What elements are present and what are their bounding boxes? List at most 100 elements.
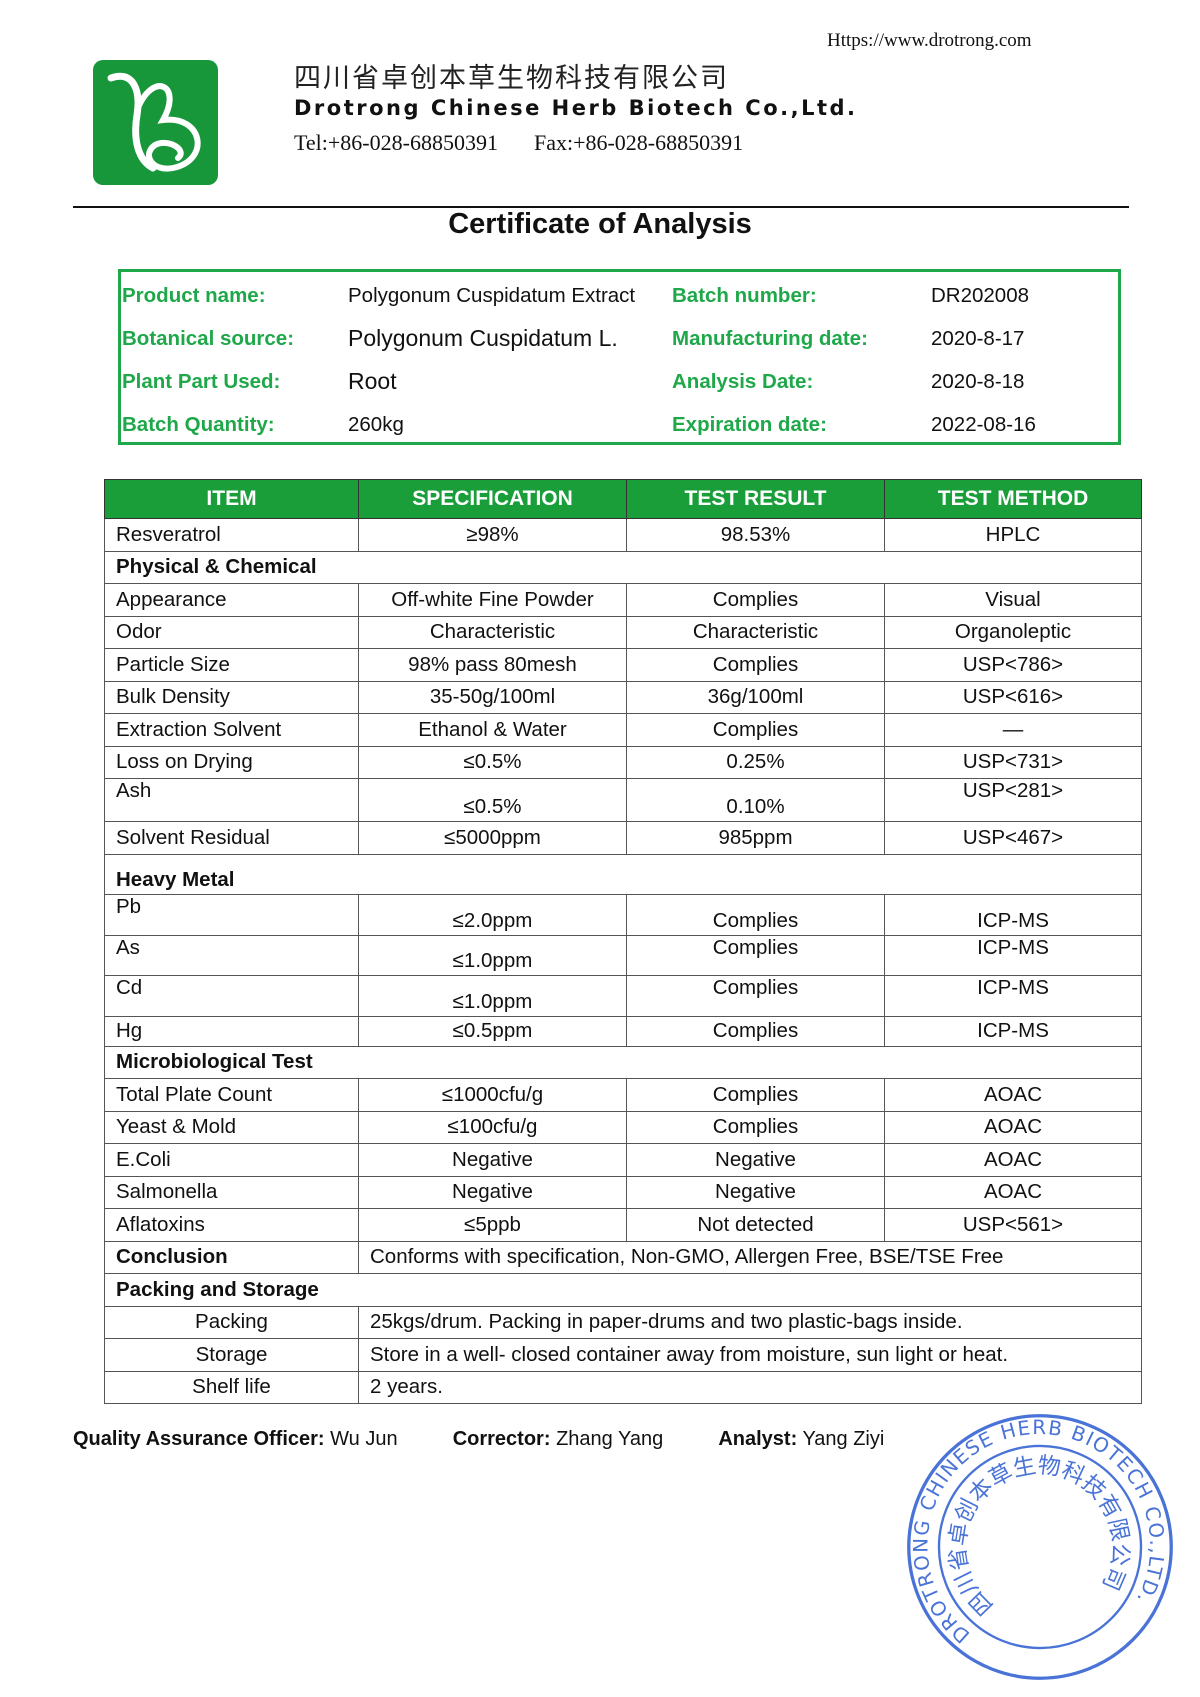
analysis-date-value: 2020-8-18 <box>931 370 1025 393</box>
section-row-physical-chemical: Physical & Chemical <box>104 550 1142 584</box>
botanical-source-label: Botanical source: <box>122 327 295 350</box>
cell-specification: ≤100cfu/g <box>358 1110 627 1144</box>
cell-specification: 35-50g/100ml <box>358 680 627 714</box>
cell-specification: ≤5ppb <box>358 1208 627 1242</box>
corrector-label: Corrector: <box>452 1428 551 1450</box>
cell-item: Salmonella <box>104 1175 359 1209</box>
company-logo <box>93 60 218 185</box>
table-row: Bulk Density 35-50g/100ml 36g/100ml USP<616… <box>104 680 1142 714</box>
cell-test-result: Not detected <box>626 1208 885 1242</box>
cell-test-method: — <box>884 713 1142 747</box>
table-row: Solvent Residual ≤5000ppm 985ppm USP<467> <box>104 821 1142 855</box>
cell-item: Aflatoxins <box>104 1208 359 1242</box>
cell-test-method: HPLC <box>884 518 1142 552</box>
cell-test-method: Visual <box>884 583 1142 617</box>
cell-item: Particle Size <box>104 648 359 682</box>
cell-test-result: 98.53% <box>626 518 885 552</box>
cell-test-result: Complies <box>626 1015 885 1047</box>
cell-test-method: ICP-MS <box>884 934 1142 976</box>
svg-text:四川省卓创本草生物科技有限公司: 四川省卓创本草生物科技有限公司 <box>945 1452 1134 1620</box>
stamp-inner-text: 四川省卓创本草生物科技有限公司 <box>945 1452 1134 1620</box>
cell-test-method: USP<467> <box>884 821 1142 855</box>
table-row: Extraction Solvent Ethanol & Water Complie… <box>104 713 1142 747</box>
section-row-heavy-metal: Heavy Metal <box>104 853 1142 895</box>
cell-item: E.Coli <box>104 1143 359 1177</box>
cell-specification: ≤1000cfu/g <box>358 1078 627 1112</box>
corrector-name: Zhang Yang <box>556 1428 664 1450</box>
cell-specification: ≤2.0ppm <box>358 893 627 936</box>
row-text: Store in a well- closed container away f… <box>358 1338 1142 1372</box>
cell-item: Cd <box>104 974 359 1017</box>
cell-item: Total Plate Count <box>104 1078 359 1112</box>
table-row: Resveratrol ≥98% 98.53% HPLC <box>104 518 1142 552</box>
telephone: Tel:+86-028-68850391 <box>294 130 498 155</box>
row-label: Shelf life <box>104 1370 359 1404</box>
table-row: Salmonella Negative Negative AOAC <box>104 1175 1142 1209</box>
table-row-storage: Storage Store in a well- closed container… <box>104 1338 1142 1372</box>
row-text: 25kgs/drum. Packing in paper-drums and t… <box>358 1305 1142 1339</box>
table-row: Total Plate Count ≤1000cfu/g Complies AOAC <box>104 1078 1142 1112</box>
cell-test-result: Complies <box>626 934 885 976</box>
batch-number-label: Batch number: <box>672 284 817 307</box>
botanical-source-value: Polygonum Cuspidatum L. <box>348 325 618 351</box>
batch-quantity-label: Batch Quantity: <box>122 413 275 436</box>
page-title: Certificate of Analysis <box>448 208 752 240</box>
analysis-table: ITEM SPECIFICATION TEST RESULT TEST METH… <box>104 479 1142 1404</box>
company-name-chinese: 四川省卓创本草生物科技有限公司 <box>294 63 729 94</box>
cell-specification: ≤1.0ppm <box>358 934 627 976</box>
table-row: Hg ≤0.5ppm Complies ICP-MS <box>104 1015 1142 1047</box>
row-label: Conclusion <box>104 1240 359 1274</box>
cell-test-method: ICP-MS <box>884 1015 1142 1047</box>
cell-item: Extraction Solvent <box>104 713 359 747</box>
table-row: E.Coli Negative Negative AOAC <box>104 1143 1142 1177</box>
row-text: 2 years. <box>358 1370 1142 1404</box>
table-header-row: ITEM SPECIFICATION TEST RESULT TEST METH… <box>104 479 1142 519</box>
section-row-packing-and-storage: Packing and Storage <box>104 1273 1142 1307</box>
cell-item: Ash <box>104 778 359 822</box>
analyst-label: Analyst: <box>718 1428 798 1450</box>
batch-quantity-value: 260kg <box>348 413 404 436</box>
cell-test-result: 985ppm <box>626 821 885 855</box>
cell-test-method: AOAC <box>884 1175 1142 1209</box>
table-row: Particle Size 98% pass 80mesh Complies USP<… <box>104 648 1142 682</box>
cell-item: Resveratrol <box>104 518 359 552</box>
header-divider <box>73 206 1129 208</box>
table-row: As ≤1.0ppm Complies ICP-MS <box>104 934 1142 976</box>
cell-specification: Negative <box>358 1143 627 1177</box>
cell-specification: ≥98% <box>358 518 627 552</box>
cell-test-result: 36g/100ml <box>626 680 885 714</box>
analyst-name: Yang Ziyi <box>802 1428 885 1450</box>
cell-specification: 98% pass 80mesh <box>358 648 627 682</box>
qa-officer-name: Wu Jun <box>330 1428 398 1450</box>
table-row: Odor Characteristic Characteristic Organole… <box>104 615 1142 649</box>
plant-part-value: Root <box>348 368 397 394</box>
table-row-shelf-life: Shelf life 2 years. <box>104 1370 1142 1404</box>
plant-part-label: Plant Part Used: <box>122 370 281 393</box>
logo-b-icon <box>107 72 201 172</box>
company-seal-stamp: DROTRONG CHINESE HERB BIOTECH CO.,LTD. 四… <box>907 1414 1173 1680</box>
cell-specification: ≤0.5% <box>358 745 627 779</box>
cell-test-method: AOAC <box>884 1110 1142 1144</box>
cell-specification: ≤5000ppm <box>358 821 627 855</box>
cell-test-result: Complies <box>626 893 885 936</box>
qa-officer-label: Quality Assurance Officer: <box>73 1428 325 1450</box>
cell-test-result: 0.25% <box>626 745 885 779</box>
cell-test-result: Characteristic <box>626 615 885 649</box>
cell-specification: ≤1.0ppm <box>358 974 627 1017</box>
column-header-test-method: TEST METHOD <box>884 479 1142 519</box>
cell-specification: Characteristic <box>358 615 627 649</box>
product-name-label: Product name: <box>122 284 266 307</box>
cell-test-method: AOAC <box>884 1078 1142 1112</box>
cell-test-result: Complies <box>626 713 885 747</box>
section-title: Heavy Metal <box>104 853 1142 895</box>
table-row-packing: Packing 25kgs/drum. Packing in paper-drum… <box>104 1305 1142 1339</box>
cell-item: Solvent Residual <box>104 821 359 855</box>
section-row-microbiological-test: Microbiological Test <box>104 1045 1142 1079</box>
signature-line: Quality Assurance Officer: Wu Jun Correc… <box>73 1428 884 1451</box>
contact-line: Tel:+86-028-68850391 Fax:+86-028-68850391 <box>294 130 779 156</box>
cell-test-method: USP<561> <box>884 1208 1142 1242</box>
cell-item: Appearance <box>104 583 359 617</box>
cell-test-method: USP<281> <box>884 778 1142 822</box>
column-header-test-result: TEST RESULT <box>626 479 885 519</box>
cell-test-result: Complies <box>626 1078 885 1112</box>
